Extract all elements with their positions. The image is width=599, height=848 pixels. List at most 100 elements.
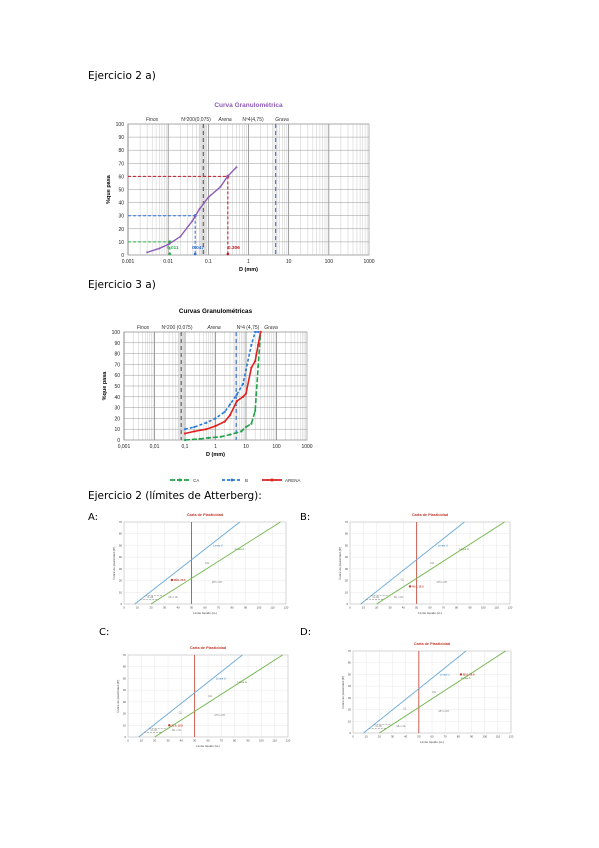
y-tick-label: 40	[345, 555, 349, 559]
a-line	[150, 521, 281, 605]
y-tick-label: 50	[119, 543, 123, 547]
y-tick-label: 70	[114, 362, 120, 368]
a-line	[154, 654, 283, 738]
chart-title: Carta de Plasticidad	[412, 513, 449, 517]
y-tick-label: 100	[112, 330, 121, 336]
x-tick-label: 120	[286, 739, 291, 743]
zone-label: CL-ML	[375, 726, 383, 728]
legend-marker	[230, 478, 234, 482]
series-point	[257, 343, 260, 347]
zone-label: MH u OH	[212, 581, 223, 584]
y-tick-label: 70	[345, 520, 349, 524]
zone-label: CH	[208, 694, 212, 698]
x-axis-label: Límite líquido (LL)	[418, 611, 442, 615]
y-axis-label: %que pasa	[102, 371, 108, 401]
x-tick-label: 110	[270, 606, 275, 610]
y-tick-label: 10	[119, 590, 123, 594]
zone-label: MH u OH	[439, 710, 450, 713]
u-line	[138, 654, 243, 738]
y-tick-label: 50	[348, 672, 352, 676]
series-point	[244, 392, 248, 395]
x-tick-label: 0,01	[150, 444, 160, 450]
series-point	[250, 422, 253, 425]
x-tick-label: 100	[259, 739, 264, 743]
reference-foot	[226, 252, 230, 256]
panel-label-a: A:	[88, 512, 99, 523]
u-line	[360, 521, 465, 605]
zone-label: Arena	[206, 325, 221, 331]
zone-label: CH	[430, 561, 434, 565]
y-tick-label: 0	[117, 438, 120, 444]
y-tick-label: 50	[345, 543, 349, 547]
sample-point-label: 31.0, 10.0	[171, 723, 183, 727]
x-tick-label: 70	[442, 606, 446, 610]
legend-label: B	[245, 478, 248, 483]
x-tick-label: 90	[468, 606, 472, 610]
y-tick-label: 50	[123, 676, 127, 680]
x-tick-label: 10	[136, 606, 140, 610]
line-label-u: Línea U	[216, 677, 226, 681]
y-tick-label: 30	[345, 567, 349, 571]
x-axis-label: D (mm)	[206, 452, 225, 458]
x-tick-label: 30	[391, 735, 395, 739]
y-tick-label: 40	[114, 395, 120, 401]
x-tick-label: 60	[203, 606, 207, 610]
series-point	[235, 400, 238, 403]
y-tick-label: 50	[114, 384, 120, 390]
reference-annotation: 0.306	[228, 245, 240, 251]
x-tick-label: 110	[272, 739, 277, 743]
y-tick-label: 0	[346, 602, 348, 606]
x-tick-label: 0,1	[182, 444, 189, 450]
y-tick-label: 10	[114, 427, 120, 433]
zone-label: CL-ML	[373, 597, 381, 599]
sample-point	[170, 578, 174, 582]
heading-ex2a: Ejercicio 2 a)	[88, 70, 156, 82]
series-point	[259, 330, 262, 334]
panel-label-b: B:	[300, 512, 311, 523]
y-tick-label: 40	[118, 201, 124, 207]
x-tick-label: 70	[444, 735, 448, 739]
x-tick-label: 10	[243, 444, 249, 450]
x-tick-label: 90	[470, 735, 474, 739]
zone-label: Finos	[146, 117, 159, 123]
series-point	[244, 368, 248, 371]
x-tick-label: 20	[153, 739, 157, 743]
zone-label: ML u OL	[396, 725, 406, 728]
series-point	[198, 437, 201, 441]
y-tick-label: 100	[116, 122, 125, 128]
y-tick-label: 60	[345, 532, 349, 536]
curve-point	[219, 185, 222, 188]
reference-foot	[193, 252, 197, 256]
x-tick-label: 30	[166, 739, 170, 743]
y-tick-label: 30	[119, 567, 123, 571]
x-tick-label: 80	[233, 739, 237, 743]
series-point	[205, 428, 208, 431]
x-tick-label: 100	[482, 735, 487, 739]
zone-label: ML u OL	[172, 729, 182, 732]
chart-title: Curva Granulométrica	[214, 102, 283, 109]
zone-label: Finos	[137, 325, 150, 331]
x-tick-label: 1	[214, 444, 217, 450]
y-tick-label: 30	[348, 696, 352, 700]
x-tick-label: 0	[123, 606, 125, 610]
zone-shade	[233, 332, 239, 440]
series-point	[257, 365, 260, 368]
series-point	[244, 425, 248, 429]
x-tick-label: 30	[163, 606, 167, 610]
zone-label: Nº4 (4,75)	[237, 325, 260, 331]
x-tick-label: 10	[286, 259, 292, 265]
zone-label: ML u OL	[394, 596, 404, 599]
x-tick-label: 60	[430, 735, 434, 739]
x-tick-label: 120	[284, 606, 289, 610]
x-tick-label: 50	[190, 606, 194, 610]
sample-point	[459, 673, 463, 676]
y-axis-label: Índice de plasticidad (IP)	[112, 547, 116, 580]
y-tick-label: 60	[118, 174, 124, 180]
y-tick-label: 0	[121, 253, 124, 259]
legend-marker	[270, 478, 274, 482]
y-axis-label: Índice de plasticidad (IP)	[341, 676, 345, 709]
curve-point	[207, 196, 210, 199]
